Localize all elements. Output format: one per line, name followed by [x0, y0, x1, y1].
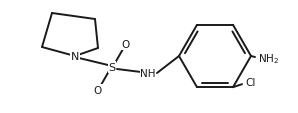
Text: NH: NH	[140, 68, 156, 78]
Text: Cl: Cl	[245, 78, 255, 87]
Text: O: O	[122, 40, 130, 50]
Text: S: S	[108, 62, 116, 72]
Text: NH$_2$: NH$_2$	[258, 52, 279, 65]
Text: O: O	[94, 85, 102, 95]
Text: N: N	[71, 52, 79, 61]
